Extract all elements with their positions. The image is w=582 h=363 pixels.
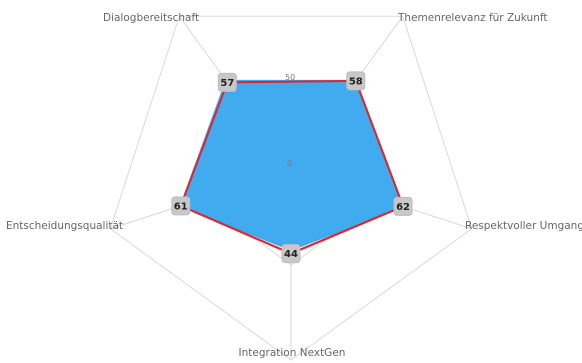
data-label-value: 57 bbox=[220, 78, 234, 89]
data-label-box bbox=[346, 71, 366, 91]
radar-series bbox=[179, 79, 405, 255]
axis-label-entscheidungsqualitaet: Entscheidungsqualität bbox=[6, 220, 123, 232]
radial-ticks: 0 50 bbox=[285, 73, 295, 168]
axis-label-dialogbereitschaft: Dialogbereitschaft bbox=[103, 12, 199, 24]
grid-ring-100 bbox=[109, 15, 473, 361]
axis-label-respektvoller-umgang: Respektvoller Umgang bbox=[465, 220, 582, 232]
data-label-box bbox=[281, 244, 301, 264]
data-label-value: 61 bbox=[174, 201, 188, 212]
data-labels: 58 62 44 61 57 bbox=[171, 71, 413, 264]
axis-labels: Themenrelevanz für Zukunft Respektvoller… bbox=[6, 12, 582, 359]
data-label-value: 58 bbox=[349, 76, 363, 87]
data-label-entscheidungsqualitaet: 61 bbox=[171, 196, 191, 216]
axis-label-themenrelevanz: Themenrelevanz für Zukunft bbox=[397, 12, 548, 24]
data-label-themenrelevanz: 58 bbox=[346, 71, 366, 91]
data-label-integration-nextgen: 44 bbox=[281, 244, 301, 264]
data-label-dialogbereitschaft: 57 bbox=[217, 72, 237, 92]
data-label-box bbox=[217, 72, 237, 92]
tick-label-0: 0 bbox=[287, 159, 292, 168]
tick-label-50: 50 bbox=[285, 73, 295, 82]
data-label-box bbox=[393, 196, 413, 216]
axis-label-integration-nextgen: Integration NextGen bbox=[239, 347, 346, 359]
data-label-value: 62 bbox=[396, 202, 410, 213]
data-label-value: 44 bbox=[284, 249, 298, 260]
data-label-box bbox=[171, 196, 191, 216]
data-label-respektvoller-umgang: 62 bbox=[393, 196, 413, 216]
series-line-top-0 bbox=[179, 79, 405, 255]
